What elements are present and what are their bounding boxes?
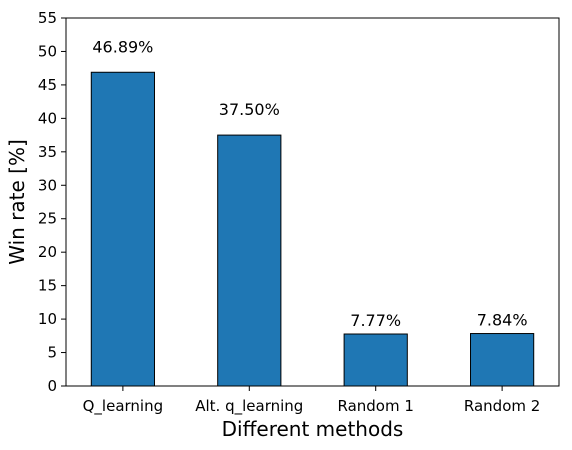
x-tick-label: Random 1: [337, 397, 413, 415]
y-tick-label: 25: [38, 210, 57, 228]
y-tick-label: 50: [38, 42, 57, 60]
y-tick-label: 15: [38, 277, 57, 295]
bar: [217, 134, 282, 387]
x-axis-title: Different methods: [222, 417, 404, 441]
y-tick-label: 35: [38, 143, 57, 161]
bar-value-label: 7.77%: [350, 311, 401, 330]
bar: [470, 333, 535, 387]
y-tick-label: 5: [47, 344, 57, 362]
y-tick-label: 20: [38, 243, 57, 261]
bar: [343, 333, 408, 387]
y-axis-ticks: 0 5 10 15 20 25 30 35 40 45 50 55: [38, 9, 66, 395]
y-tick-label: 45: [38, 76, 57, 94]
bar-value-label: 7.84%: [477, 311, 528, 330]
bar-value-label: 37.50%: [219, 100, 280, 119]
y-tick-label: 40: [38, 109, 57, 127]
y-tick-label: 55: [38, 9, 57, 27]
x-tick-label: Q_learning: [83, 397, 164, 416]
y-tick-label: 10: [38, 310, 57, 328]
x-axis-ticks: Q_learning Alt. q_learning Random 1 Random …: [83, 386, 540, 416]
bar: [90, 71, 155, 387]
y-tick-label: 0: [47, 377, 57, 395]
bars: [90, 71, 535, 387]
x-tick-label: Alt. q_learning: [195, 397, 303, 416]
bar-value-label: 46.89%: [92, 37, 153, 56]
data-labels: 46.89% 37.50% 7.77% 7.84%: [92, 37, 527, 330]
plot-frame: [65, 17, 560, 387]
y-axis-title: Win rate [%]: [5, 139, 29, 265]
x-tick-label: Random 2: [464, 397, 540, 415]
y-tick-label: 30: [38, 176, 57, 194]
